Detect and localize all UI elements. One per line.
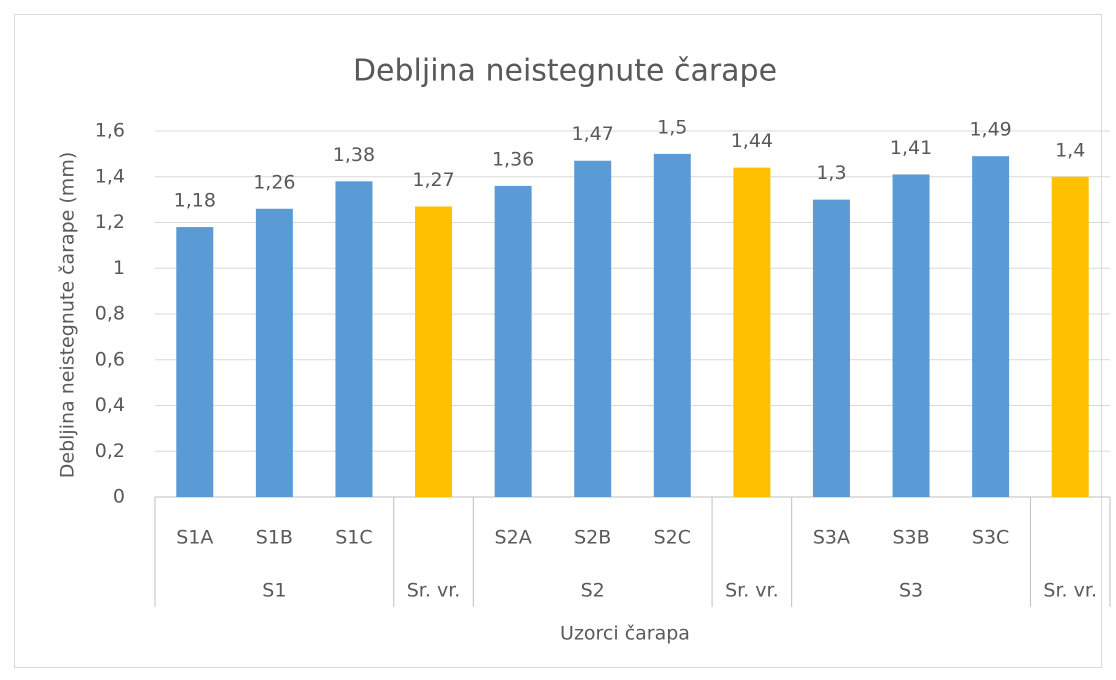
x-tick-label: S1B — [256, 527, 293, 549]
bar — [574, 160, 612, 498]
bar — [812, 199, 850, 497]
bar — [733, 167, 771, 497]
group-label: S2 — [581, 580, 605, 602]
data-label: 1,3 — [816, 162, 846, 184]
data-label: 1,44 — [731, 130, 773, 152]
bar — [176, 227, 214, 497]
group-label: Sr. vr. — [1043, 580, 1097, 602]
y-tick-label: 0,2 — [95, 440, 125, 462]
data-label: 1,38 — [333, 144, 375, 166]
x-tick-label: S3A — [813, 527, 850, 549]
group-label: S1 — [262, 580, 286, 602]
bar — [494, 185, 532, 497]
data-label: 1,4 — [1055, 139, 1085, 161]
y-tick-label: 0,8 — [95, 303, 125, 325]
chart-title: Debljina neistegnute čarape — [353, 54, 777, 89]
x-tick-label: S3C — [972, 527, 1009, 549]
bar — [972, 156, 1010, 497]
y-tick-label: 0,6 — [95, 348, 125, 370]
x-axis-title: Uzorci čarapa — [560, 623, 690, 645]
data-label: 1,26 — [253, 171, 295, 193]
bar — [335, 181, 373, 497]
group-label: Sr. vr. — [407, 580, 461, 602]
data-label: 1,41 — [890, 137, 932, 159]
x-tick-label: S1A — [176, 527, 213, 549]
data-label: 1,49 — [969, 119, 1011, 141]
data-label: 1,5 — [657, 116, 687, 138]
bar — [1051, 176, 1089, 497]
y-tick-label: 0,4 — [95, 394, 125, 416]
bar — [255, 208, 293, 497]
x-tick-label: S3B — [892, 527, 929, 549]
bar — [415, 206, 453, 498]
data-label: 1,36 — [492, 148, 534, 170]
group-label: Sr. vr. — [725, 580, 779, 602]
y-tick-label: 1,2 — [95, 211, 125, 233]
x-tick-label: S2C — [654, 527, 691, 549]
y-tick-label: 1,4 — [95, 165, 125, 187]
x-tick-label: S2B — [574, 527, 611, 549]
bar — [653, 153, 691, 497]
group-label: S3 — [899, 580, 923, 602]
data-label: 1,47 — [572, 123, 614, 145]
y-tick-label: 0 — [113, 486, 125, 508]
x-tick-label: S1C — [335, 527, 372, 549]
y-axis-title: Debljina neistegnute čarape (mm) — [57, 152, 79, 479]
y-tick-label: 1,6 — [95, 120, 125, 142]
y-tick-label: 1 — [113, 257, 125, 279]
data-label: 1,18 — [174, 190, 216, 212]
x-tick-label: S2A — [495, 527, 532, 549]
data-label: 1,27 — [412, 169, 454, 191]
bar — [892, 174, 930, 497]
